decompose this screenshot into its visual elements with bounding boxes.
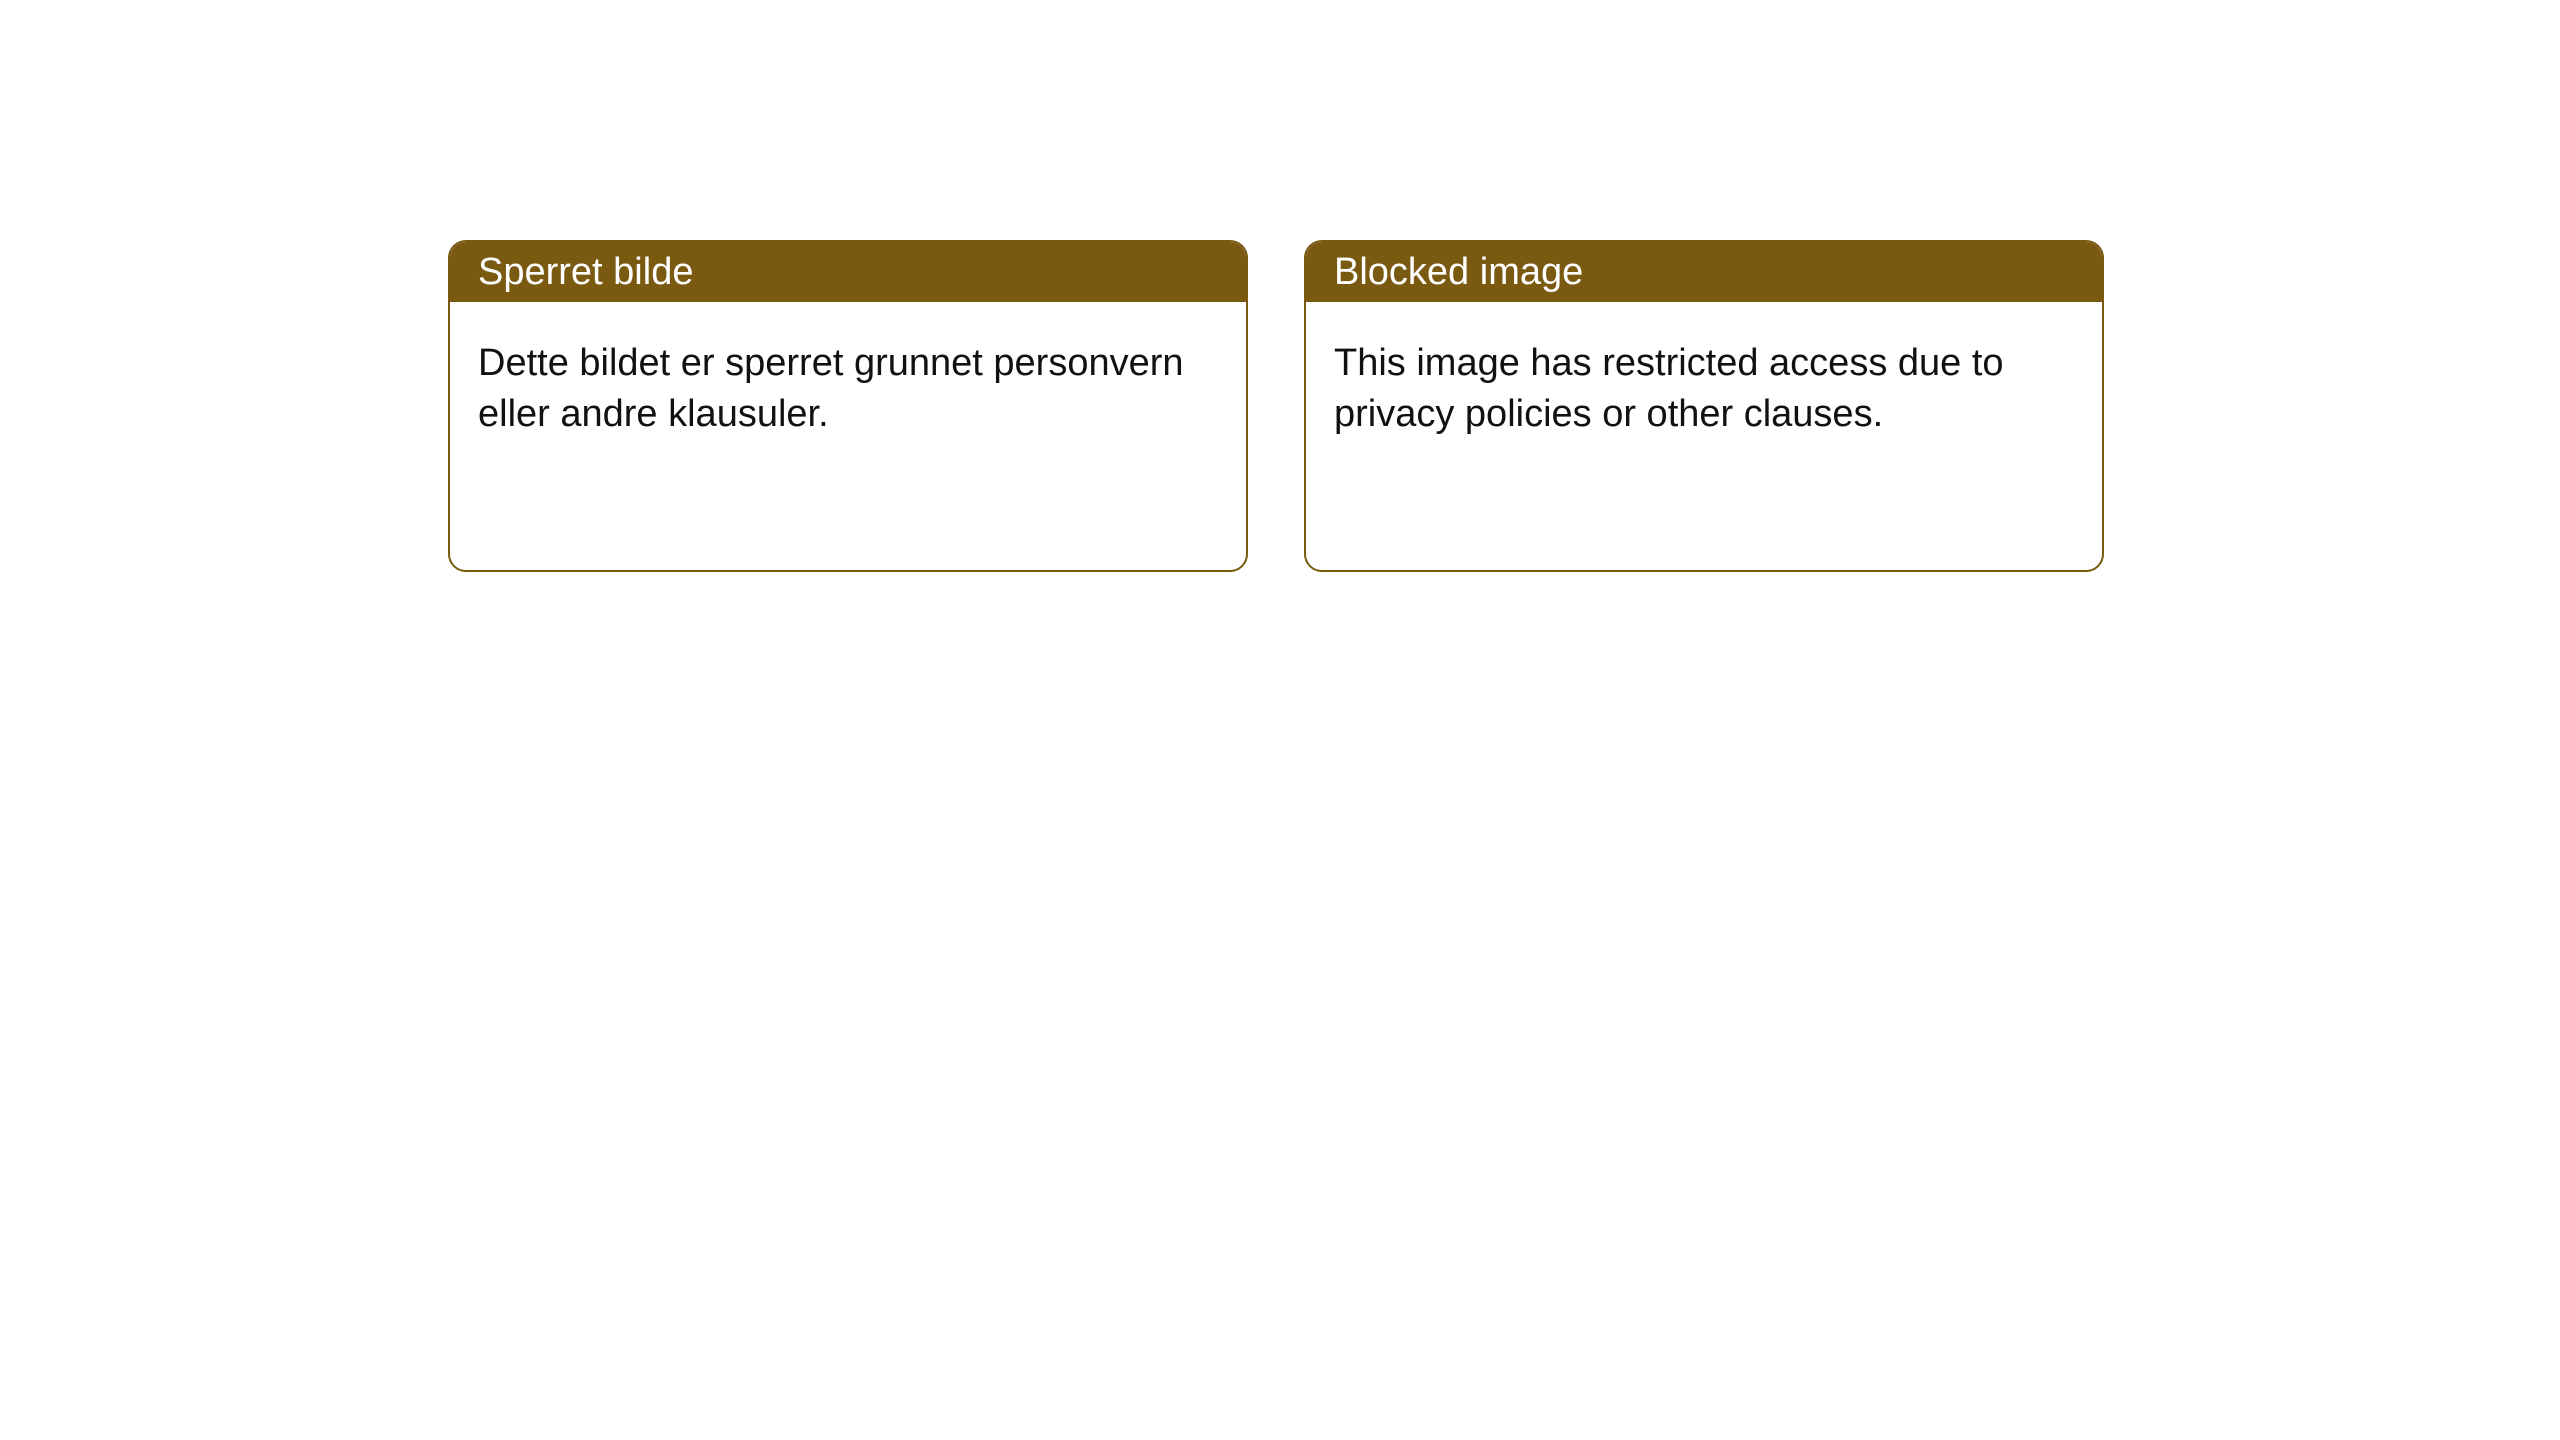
card-header-norwegian: Sperret bilde [450, 242, 1246, 302]
notice-container: Sperret bilde Dette bildet er sperret gr… [448, 240, 2104, 572]
card-header-english: Blocked image [1306, 242, 2102, 302]
blocked-image-card-norwegian: Sperret bilde Dette bildet er sperret gr… [448, 240, 1248, 572]
blocked-image-card-english: Blocked image This image has restricted … [1304, 240, 2104, 572]
card-body-english: This image has restricted access due to … [1306, 302, 2102, 477]
card-body-norwegian: Dette bildet er sperret grunnet personve… [450, 302, 1246, 477]
